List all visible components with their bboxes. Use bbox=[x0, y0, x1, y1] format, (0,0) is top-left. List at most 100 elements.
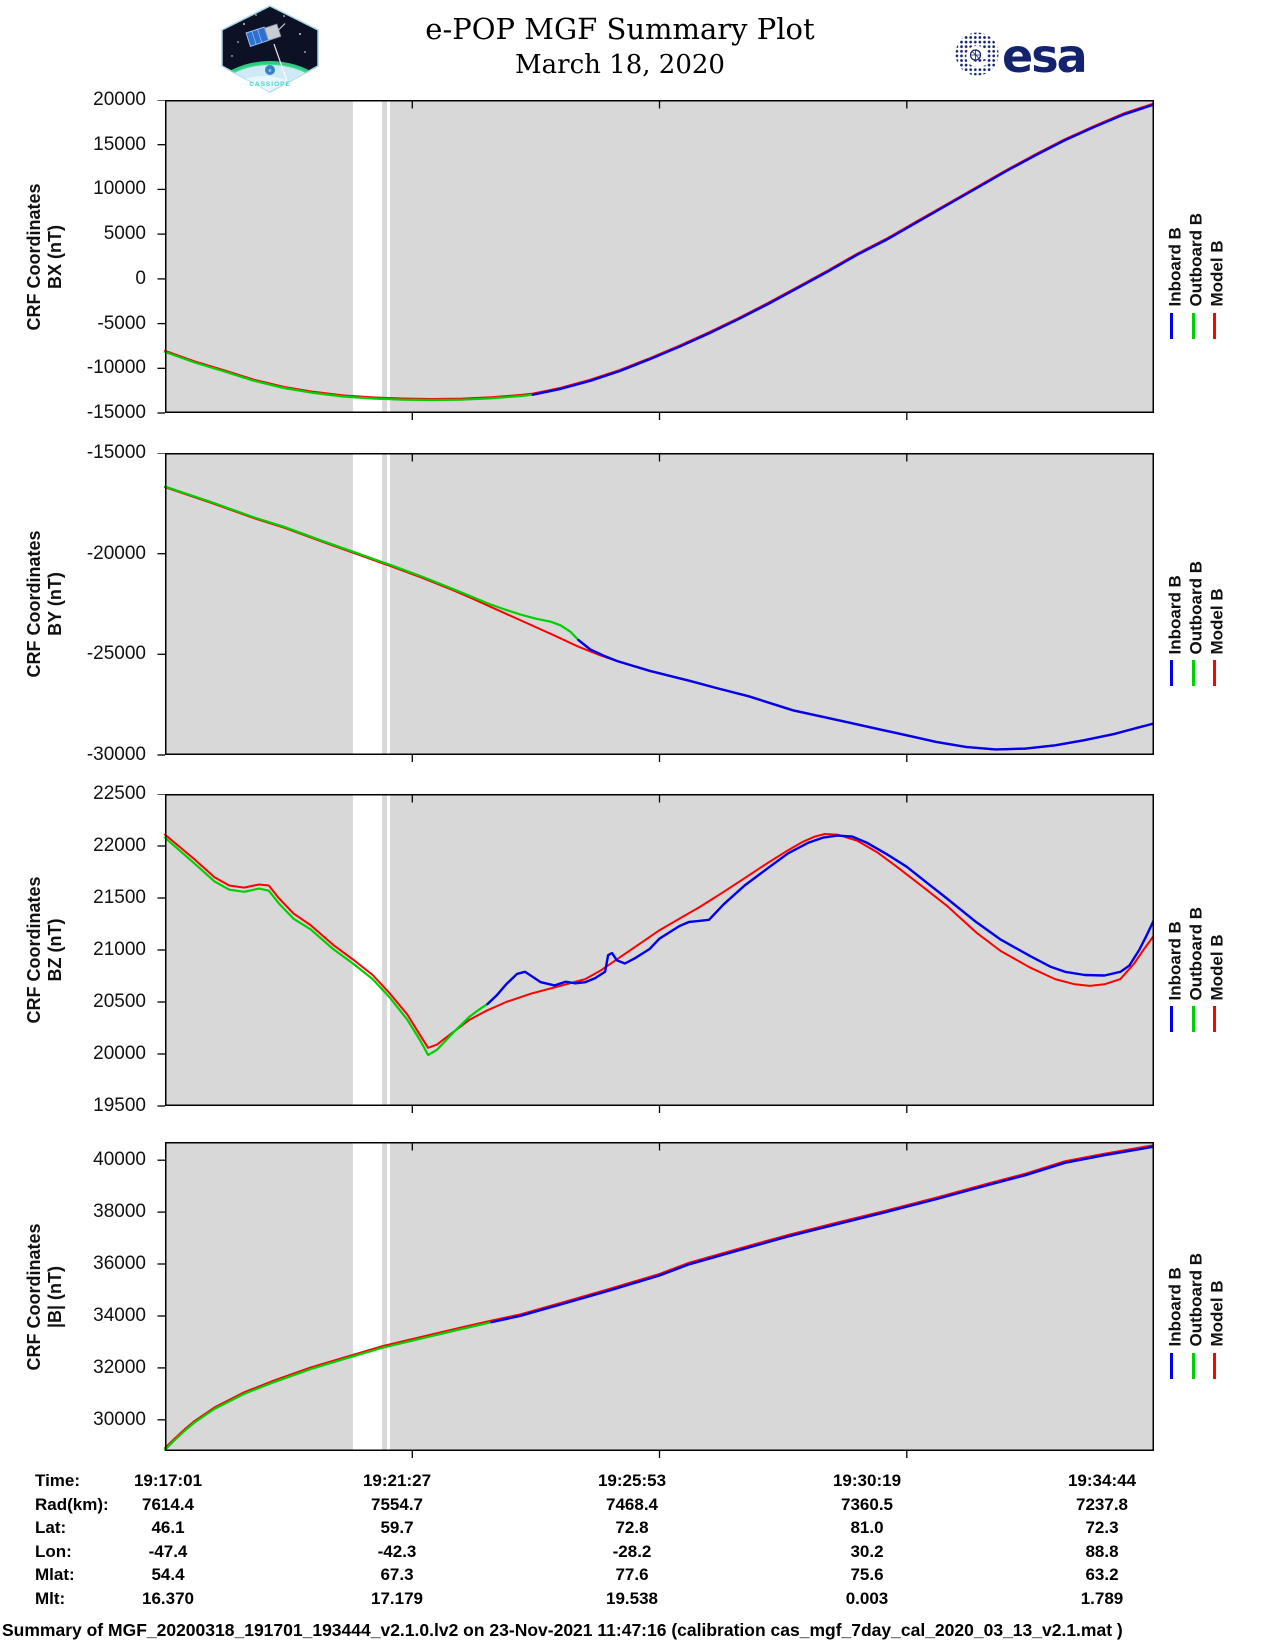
y-tick-label: -25000 bbox=[86, 643, 146, 665]
patch-aurora bbox=[222, 61, 318, 92]
model-b-line bbox=[164, 833, 1155, 1049]
data-gap-band bbox=[387, 453, 390, 755]
y-tick-label: -15000 bbox=[86, 402, 146, 423]
y-tick-label: 20000 bbox=[93, 1043, 146, 1064]
table-row-label: Time: bbox=[35, 1471, 81, 1490]
legend-swatch-model-b bbox=[1213, 312, 1216, 339]
y-axis-label-line1: CRF Coordinates bbox=[24, 876, 44, 1024]
file-summary-footer: Summary of MGF_20200318_191701_193444_v2… bbox=[2, 1620, 1123, 1640]
outboard-b-line bbox=[163, 350, 534, 402]
table-cell: 0.003 bbox=[845, 1588, 889, 1608]
outboard-b-line bbox=[163, 836, 489, 1057]
table-row-label: Lon: bbox=[35, 1541, 72, 1561]
table-cell: 75.6 bbox=[850, 1565, 884, 1584]
legend-label-model-b: Model B bbox=[1207, 240, 1227, 307]
plot-background bbox=[165, 1142, 1154, 1451]
y-tick-label: 20000 bbox=[93, 89, 146, 110]
table-row-label: Rad(km): bbox=[35, 1494, 109, 1514]
plot-background bbox=[165, 100, 1154, 413]
legend-label-inboard-b: Inboard B bbox=[1165, 574, 1185, 654]
y-tick-label: 21000 bbox=[93, 939, 146, 960]
y-axis-label-bz: CRF Coordinates BZ (nT) bbox=[24, 780, 68, 1120]
table-cell: 19.538 bbox=[606, 1588, 658, 1608]
y-tick-label: 15000 bbox=[93, 133, 146, 155]
plot-background bbox=[165, 453, 1154, 755]
data-gap-band bbox=[352, 1142, 383, 1451]
legend-label-outboard-b: Outboard B bbox=[1186, 213, 1206, 307]
legend-label-model-b: Model B bbox=[1207, 1280, 1227, 1347]
outboard-b-line bbox=[163, 485, 580, 642]
legend-swatch-model-b bbox=[1213, 1006, 1216, 1032]
panel-border bbox=[165, 100, 1154, 413]
table-row-label: Lat: bbox=[35, 1518, 67, 1537]
y-axis-label-bmag: CRF Coordinates |B| (nT) bbox=[24, 1127, 68, 1467]
legend-label-model-b: Model B bbox=[1207, 587, 1227, 654]
page-subtitle-date: March 18, 2020 bbox=[515, 50, 725, 80]
table-cell: 30.2 bbox=[850, 1541, 884, 1561]
data-gap-band bbox=[352, 794, 383, 1106]
table-cell: 17.179 bbox=[371, 1588, 423, 1608]
table-cell: 19:34:44 bbox=[1067, 1471, 1137, 1490]
inboard-b-line bbox=[531, 103, 1156, 396]
table-cell: 81.0 bbox=[850, 1518, 884, 1537]
patch-caption: CASSIOPE bbox=[249, 81, 291, 88]
plot-background bbox=[165, 794, 1154, 1106]
y-axis-label-line1: CRF Coordinates bbox=[24, 183, 44, 331]
table-cell: 72.3 bbox=[1085, 1518, 1119, 1537]
y-axis-label-bx: CRF Coordinates BX (nT) bbox=[24, 87, 68, 427]
legend-swatch-inboard-b bbox=[1170, 1352, 1173, 1379]
table-cell: 7468.4 bbox=[606, 1494, 658, 1514]
legend-label-inboard-b: Inboard B bbox=[1165, 920, 1185, 1000]
table-cell: 59.7 bbox=[380, 1518, 414, 1537]
model-b-line bbox=[164, 1144, 1155, 1450]
legend-swatch-inboard-b bbox=[1170, 1006, 1173, 1032]
y-tick-label: 34000 bbox=[93, 1304, 146, 1326]
table-cell: 63.2 bbox=[1085, 1565, 1119, 1584]
legend-swatch-outboard-b bbox=[1191, 312, 1195, 339]
table-row-label: Mlt: bbox=[35, 1588, 66, 1608]
y-tick-label: 5000 bbox=[103, 223, 146, 245]
table-cell: 7360.5 bbox=[841, 1494, 893, 1514]
panel-bmag bbox=[155, 1142, 1156, 1465]
y-axis-label-line2: BZ (nT) bbox=[45, 918, 65, 982]
y-tick-label: 38000 bbox=[93, 1201, 146, 1223]
inboard-b-line bbox=[486, 834, 1156, 1006]
legend-swatch-outboard-b bbox=[1191, 1352, 1195, 1379]
table-cell: 19:30:19 bbox=[832, 1471, 902, 1490]
y-axis-label-by: CRF Coordinates BY (nT) bbox=[24, 434, 68, 774]
data-gap-band bbox=[387, 100, 390, 413]
table-cell: 19:21:27 bbox=[362, 1471, 432, 1490]
y-tick-label: 21500 bbox=[93, 887, 146, 908]
inboard-b-line bbox=[490, 1145, 1156, 1324]
table-cell: -47.4 bbox=[148, 1541, 188, 1561]
table-cell: 77.6 bbox=[615, 1565, 649, 1584]
legend-label-outboard-b: Outboard B bbox=[1186, 906, 1206, 1001]
panel-border bbox=[165, 1142, 1154, 1451]
panel-border bbox=[165, 453, 1154, 755]
y-tick-label: -15000 bbox=[86, 442, 146, 463]
legend-label-model-b: Model B bbox=[1207, 933, 1227, 1000]
y-tick-label: 22000 bbox=[93, 835, 146, 856]
data-gap-band bbox=[352, 100, 383, 413]
data-gap-band bbox=[352, 453, 383, 755]
inboard-b-line bbox=[577, 638, 1156, 751]
panel-by bbox=[155, 452, 1156, 769]
legend-swatch-outboard-b bbox=[1191, 660, 1195, 686]
table-cell: 7614.4 bbox=[142, 1494, 194, 1514]
panel-bx bbox=[155, 99, 1156, 427]
table-cell: 72.8 bbox=[615, 1518, 649, 1537]
y-tick-label: -5000 bbox=[97, 312, 146, 334]
page-title: e-POP MGF Summary Plot bbox=[425, 12, 815, 46]
y-tick-label: 10000 bbox=[93, 178, 146, 200]
y-axis-label-line2: BY (nT) bbox=[45, 572, 65, 636]
legend-labels: Inboard B Outboard B Model B bbox=[1165, 870, 1228, 1001]
y-tick-label: -10000 bbox=[86, 357, 146, 379]
table-cell: 7237.8 bbox=[1076, 1494, 1128, 1514]
legend-labels: Inboard B Outboard B Model B bbox=[1165, 524, 1228, 655]
data-gap-band bbox=[387, 1142, 390, 1451]
y-tick-label: 40000 bbox=[93, 1149, 146, 1171]
legend-swatch-inboard-b bbox=[1170, 660, 1173, 686]
patch-satellite bbox=[245, 23, 286, 47]
esa-wordmark: esa bbox=[1002, 29, 1086, 82]
